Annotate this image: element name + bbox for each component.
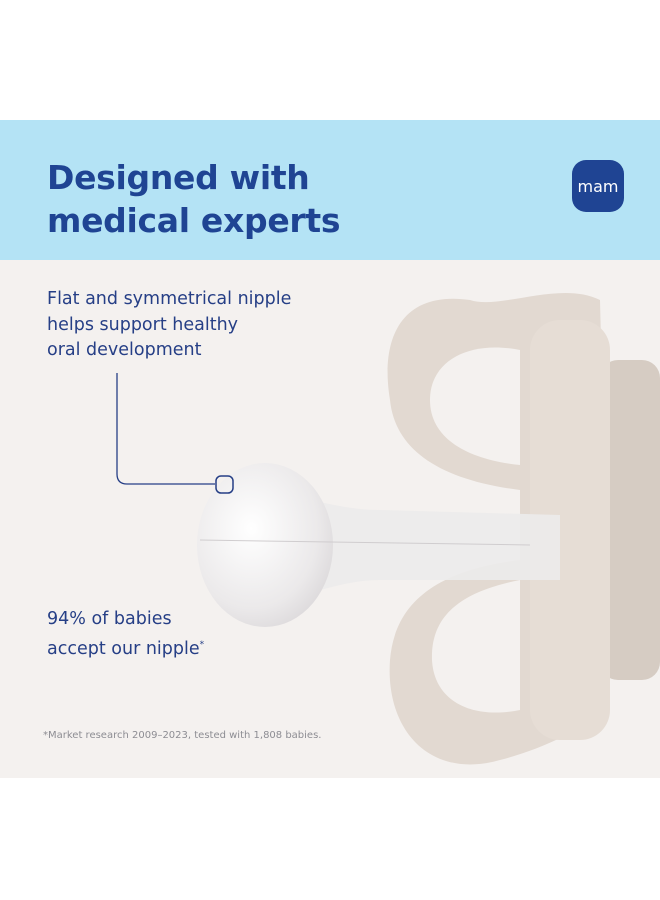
pacifier-image [116, 292, 660, 765]
title-line-1: Designed with [47, 158, 310, 197]
claim-line: accept our nipple* [47, 633, 204, 662]
nipple-shape-claim: Flat and symmetrical nipple helps suppor… [47, 287, 291, 364]
page-title: Designed with medical experts [47, 156, 341, 242]
title-line-2: medical experts [47, 201, 341, 240]
claim-line: 94% of babies [47, 609, 172, 629]
callout-line [116, 373, 234, 494]
acceptance-claim: 94% of babies accept our nipple* [47, 607, 204, 662]
pacifier-shield [387, 292, 660, 765]
logo-text: mam [577, 176, 619, 196]
brand-logo: mam [572, 160, 624, 212]
header-band [0, 120, 660, 260]
claim-text: accept our nipple [47, 638, 200, 659]
claim-line: helps support healthy [47, 314, 239, 335]
pacifier-nipple [197, 463, 560, 627]
footnote-marker: * [199, 639, 205, 650]
callout-marker [215, 475, 234, 494]
claim-line: oral development [47, 340, 202, 360]
footnote: *Market research 2009–2023, tested with … [43, 730, 322, 741]
claim-line: Flat and symmetrical nipple [47, 289, 292, 309]
